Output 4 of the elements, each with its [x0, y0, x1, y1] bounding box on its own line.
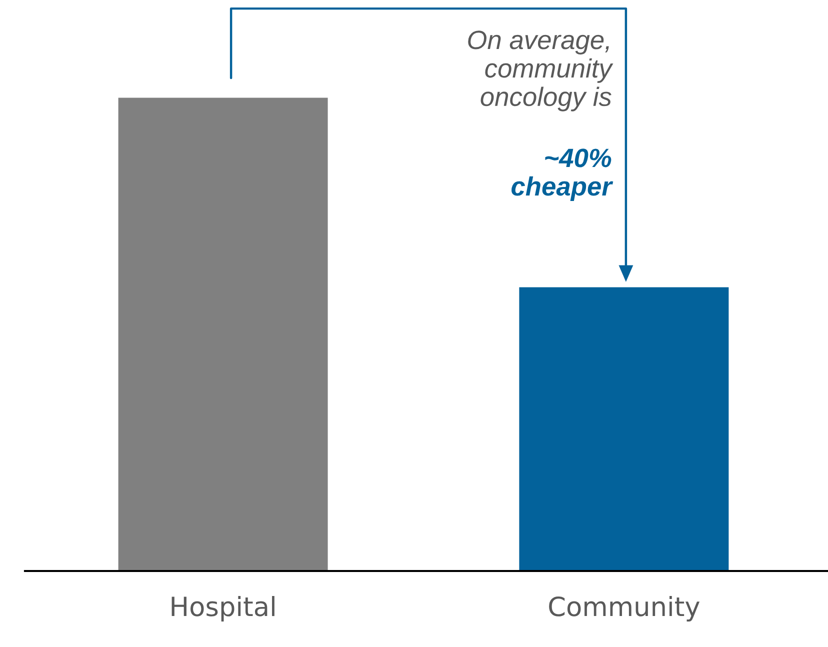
annotation: On average, community oncology is — [468, 30, 614, 112]
annotation: ~40% cheaper — [512, 148, 614, 201]
x-tick-label: Community — [549, 596, 700, 622]
x-tick-label: Hospital — [172, 596, 274, 622]
